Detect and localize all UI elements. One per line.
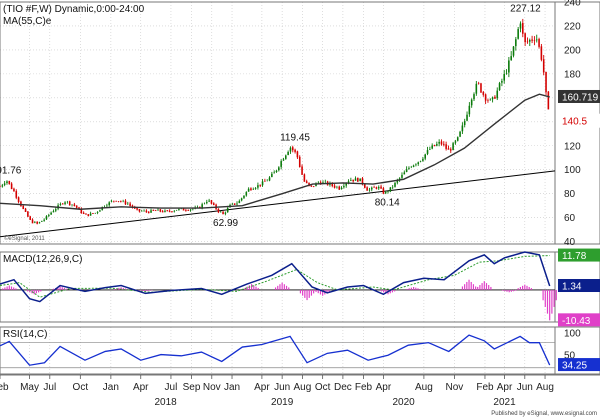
rsi-tick-label: 100 [564, 329, 581, 340]
x-month-label: Dec [334, 382, 352, 393]
price-value-tag-label: 140.5 [562, 117, 587, 128]
x-month-label: Jul [165, 382, 178, 393]
price-tick-label: 80 [564, 189, 576, 200]
price-annotation: 62.99 [213, 218, 238, 229]
price-tick-label: 120 [564, 141, 581, 152]
footer-credit: Published by eSignal, www.esignal.com [491, 411, 597, 417]
price-tick-label: 180 [564, 69, 581, 80]
price-tick-label: 240 [564, 0, 581, 9]
x-month-label: Jul [43, 382, 56, 393]
chart-title: (TIO #F,W) Dynamic,0:00-24:00 [3, 4, 145, 15]
x-year-label: 2020 [393, 397, 416, 408]
x-month-label: Jan [224, 382, 240, 393]
pane-frame [0, 251, 600, 323]
x-month-label: Aug [293, 382, 311, 393]
price-tick-label: 220 [564, 21, 581, 32]
x-month-label: May [20, 382, 39, 393]
price-annotation: 227.12 [510, 3, 541, 14]
ma-label: MA(55,C)e [3, 16, 52, 27]
x-month-label: Aug [415, 382, 433, 393]
rsi-value-tag-label: 34.25 [562, 361, 587, 372]
x-month-label: Nov [203, 382, 221, 393]
price-tick-label: 40 [564, 237, 576, 248]
macd-title: MACD(12,26,9,C) [3, 254, 82, 265]
x-year-label: 2021 [493, 397, 516, 408]
x-year-label: 2018 [155, 397, 178, 408]
price-tick-label: 200 [564, 45, 581, 56]
x-month-label: Feb [476, 382, 494, 393]
support-trendline [0, 170, 556, 238]
price-tick-label: 100 [564, 165, 581, 176]
x-month-label: Oct [315, 382, 331, 393]
rsi-title: RSI(14,C) [3, 329, 47, 340]
macd-value-tag-label: -10.43 [562, 316, 591, 327]
pane-frame [0, 326, 600, 375]
x-year-label: 2019 [271, 397, 294, 408]
x-month-label: Oct [73, 382, 89, 393]
macd-value-tag-label: 1.34 [562, 282, 582, 293]
x-month-label: Apr [497, 382, 513, 393]
pane-frame [0, 1, 600, 245]
x-month-label: Jun [517, 382, 533, 393]
price-value-tag-label: 160.719 [562, 92, 599, 103]
ma-line [0, 93, 550, 210]
price-annotation: 80.14 [375, 198, 400, 209]
rsi-line [0, 334, 551, 366]
x-month-label: Jun [274, 382, 290, 393]
macd-line [0, 251, 551, 303]
macd-value-tag [558, 248, 600, 262]
macd-value-tag [558, 279, 600, 293]
macd-value-tag [558, 313, 600, 327]
x-month-label: Nov [446, 382, 464, 393]
price-value-tag [557, 113, 600, 128]
x-month-label: Feb [0, 382, 9, 393]
x-month-label: Feb [355, 382, 373, 393]
price-value-tag [558, 89, 600, 103]
rsi-tick-label: 50 [564, 351, 576, 362]
rsi-value-tag [558, 358, 600, 372]
watermark: ©eSignal, 2011 [4, 235, 45, 242]
x-month-label: Apr [133, 382, 149, 393]
macd-value-tag-label: 11.78 [562, 251, 587, 262]
price-annotation: 119.45 [280, 132, 310, 143]
macd-signal-line [0, 255, 550, 298]
price-annotation: 91.76 [0, 166, 22, 177]
x-month-label: Sep [183, 382, 201, 393]
x-month-label: Jan [103, 382, 119, 393]
price-tick-label: 60 [564, 213, 576, 224]
x-month-label: Apr [376, 382, 392, 393]
x-month-label: Apr [254, 382, 270, 393]
x-month-label: Aug [536, 382, 554, 393]
